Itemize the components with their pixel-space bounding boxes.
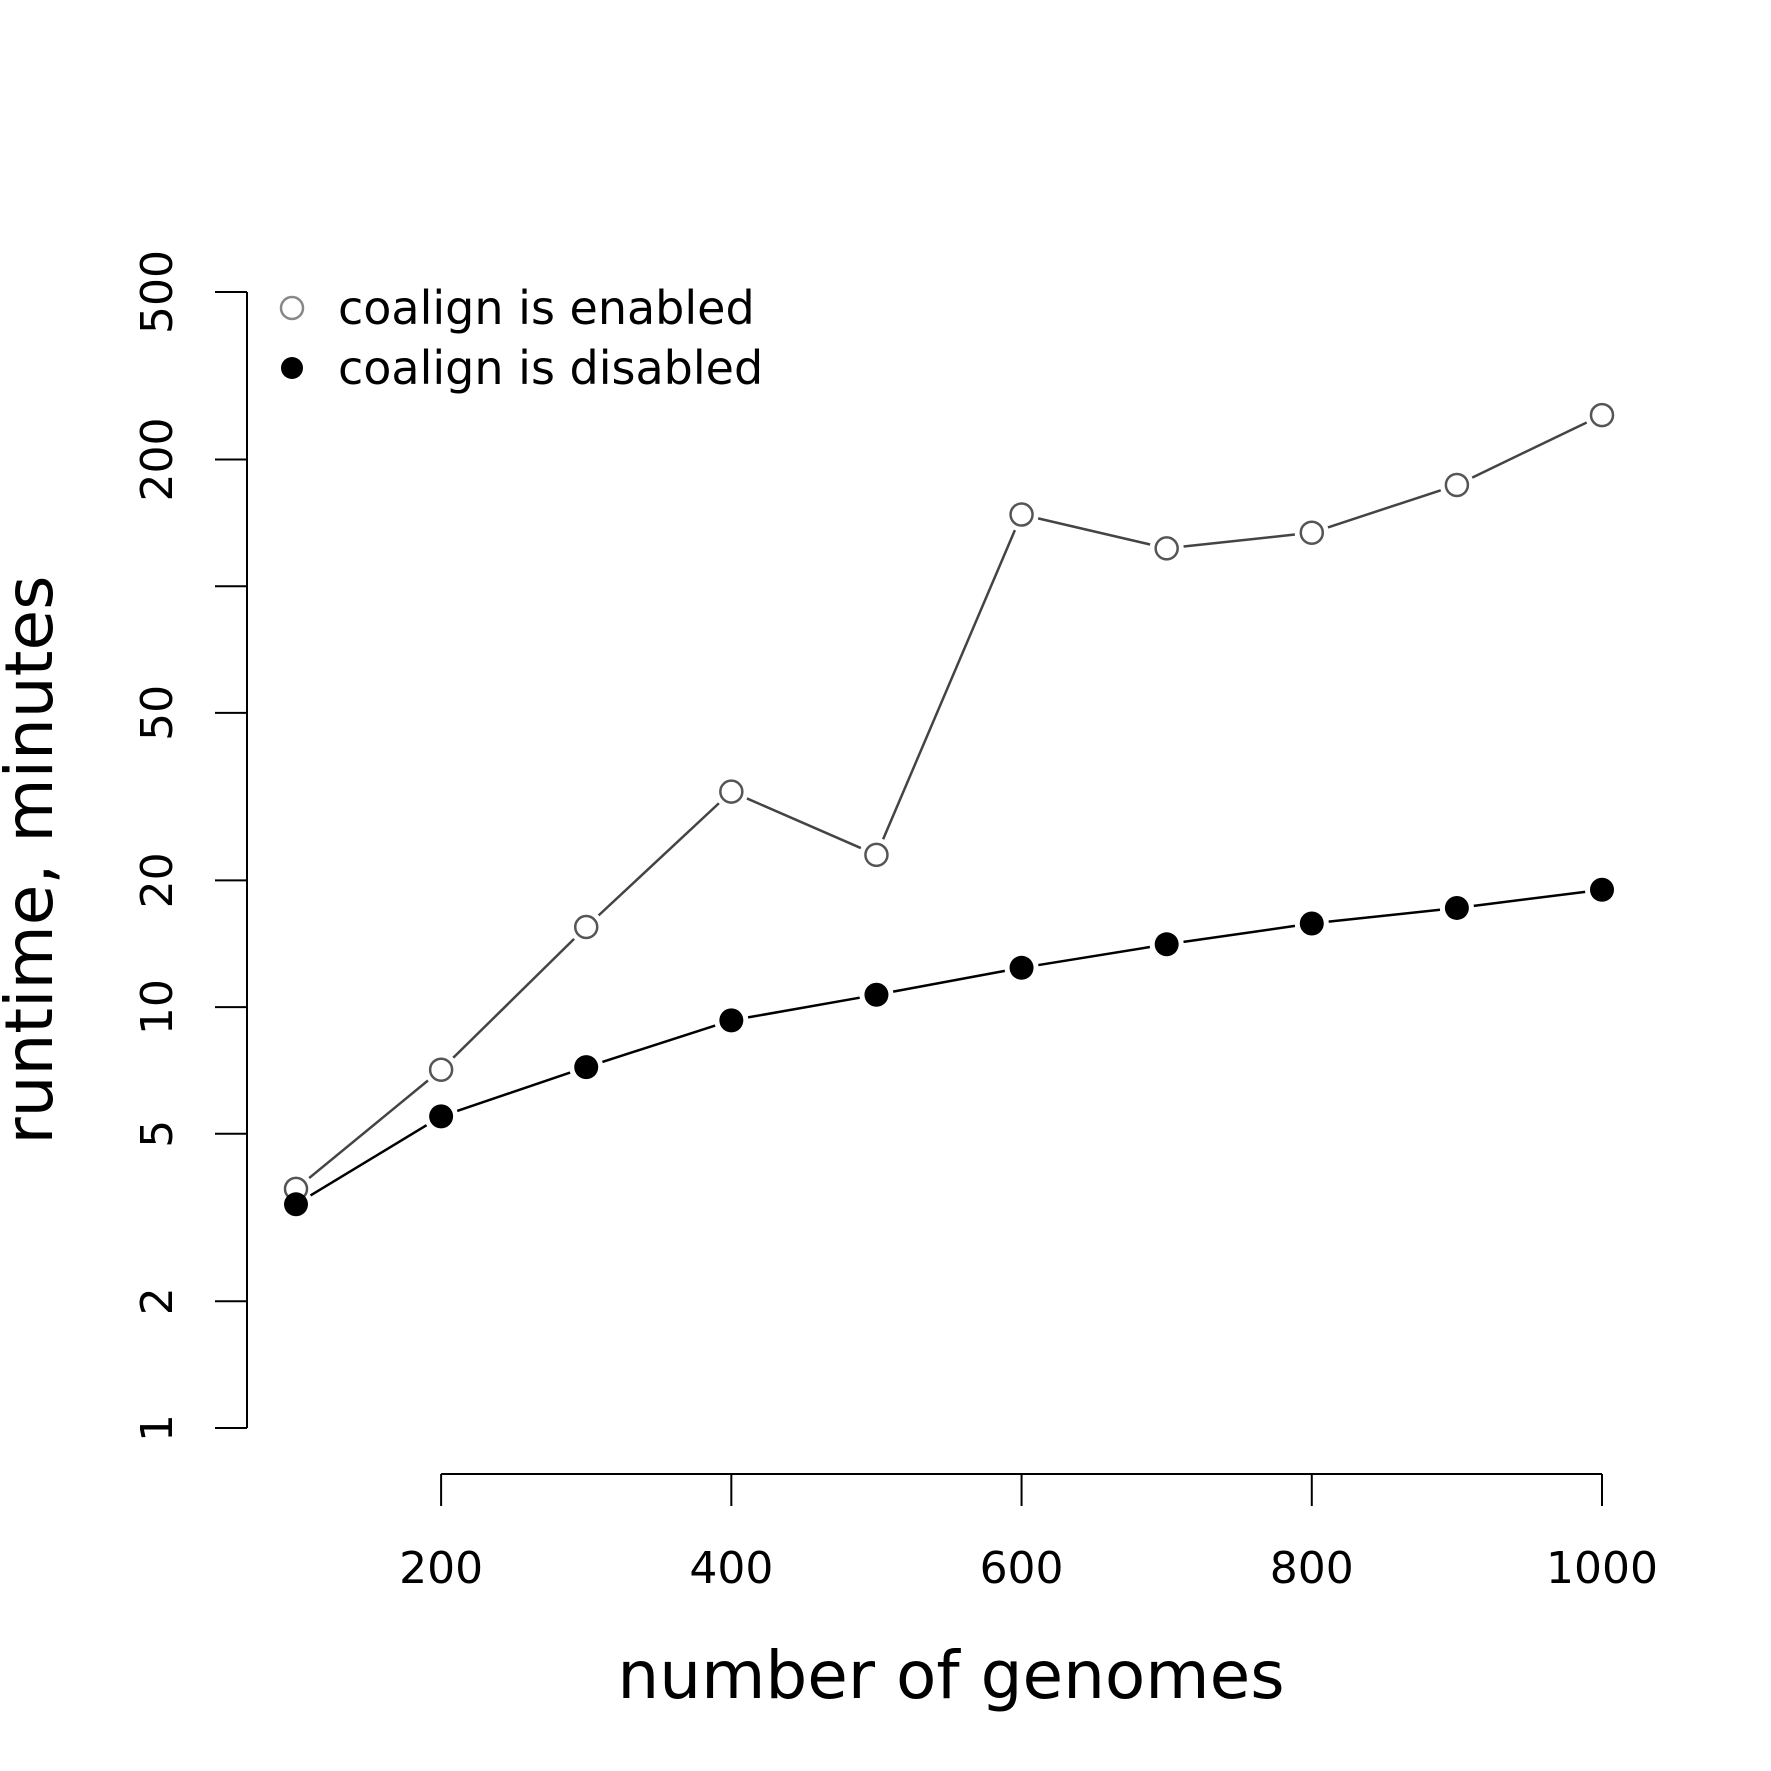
y-tick-label: 200 <box>132 418 183 502</box>
y-tick-label: 10 <box>132 979 183 1035</box>
series-line-segment <box>1037 517 1151 546</box>
series-line-segment <box>602 1024 716 1064</box>
data-point-open <box>428 1057 454 1082</box>
series-line-segment <box>309 1124 428 1197</box>
data-point-filled <box>574 1055 599 1080</box>
data-point-open <box>864 842 889 868</box>
y-tick-label: 50 <box>132 685 183 741</box>
data-point-filled <box>864 982 889 1007</box>
series-line-segment <box>746 797 862 850</box>
y-tick-label: 500 <box>132 250 183 334</box>
y-tick-label: 5 <box>132 1120 183 1148</box>
data-point-filled <box>1154 932 1179 957</box>
x-tick-label: 800 <box>1270 1543 1354 1594</box>
series-line-segment <box>597 802 720 917</box>
x-axis: 200 400 600 800 1000 <box>399 1473 1658 1594</box>
data-point-filled <box>1590 877 1614 902</box>
series-line-segment <box>881 529 1017 840</box>
data-point-open <box>1589 402 1615 428</box>
data-point-filled <box>429 1104 454 1129</box>
series-line-segment <box>1183 533 1296 548</box>
x-axis-title: number of genomes <box>617 1637 1284 1714</box>
y-axis: 1 2 5 10 20 50 200 500 <box>132 250 248 1442</box>
legend-marker-filled <box>281 357 303 379</box>
data-point-filled <box>284 1192 308 1217</box>
legend: coalign is enabled coalign is disabled <box>279 281 763 395</box>
data-point-filled <box>1299 911 1324 936</box>
data-point-open <box>1444 472 1470 498</box>
series-layer <box>283 402 1615 1217</box>
series-2 <box>284 877 1614 1217</box>
data-point-open <box>719 779 744 804</box>
series-line-segment <box>308 1079 429 1180</box>
series-line-segment <box>1183 924 1296 944</box>
x-tick-label: 600 <box>980 1543 1064 1594</box>
data-point-open <box>1154 536 1179 561</box>
series-line-segment <box>892 969 1006 993</box>
series-line-segment <box>1328 908 1441 923</box>
series-line-segment <box>452 938 575 1059</box>
x-tick-label: 200 <box>399 1543 483 1594</box>
y-tick-label: 1 <box>132 1414 183 1442</box>
data-point-filled <box>1444 895 1469 920</box>
legend-marker-open <box>279 295 305 321</box>
y-axis-title: runtime, minutes <box>0 575 68 1144</box>
series-1 <box>283 402 1615 1202</box>
series-line-segment <box>456 1071 571 1113</box>
x-tick-label: 1000 <box>1546 1543 1658 1594</box>
y-tick-label: 2 <box>132 1287 183 1315</box>
data-point-open <box>1299 520 1325 545</box>
legend-label-1: coalign is enabled <box>338 281 755 335</box>
series-line-segment <box>1471 421 1588 479</box>
series-line-segment <box>1473 890 1586 908</box>
data-point-open <box>1009 502 1034 527</box>
legend-label-2: coalign is disabled <box>338 341 763 395</box>
series-line-segment <box>1327 489 1442 529</box>
x-tick-label: 400 <box>689 1543 773 1594</box>
data-point-filled <box>1009 955 1034 980</box>
series-line-segment <box>747 996 860 1019</box>
data-point-filled <box>719 1008 744 1033</box>
y-tick-label: 20 <box>132 852 183 908</box>
data-point-open <box>573 914 599 940</box>
series-line-segment <box>1038 945 1151 967</box>
